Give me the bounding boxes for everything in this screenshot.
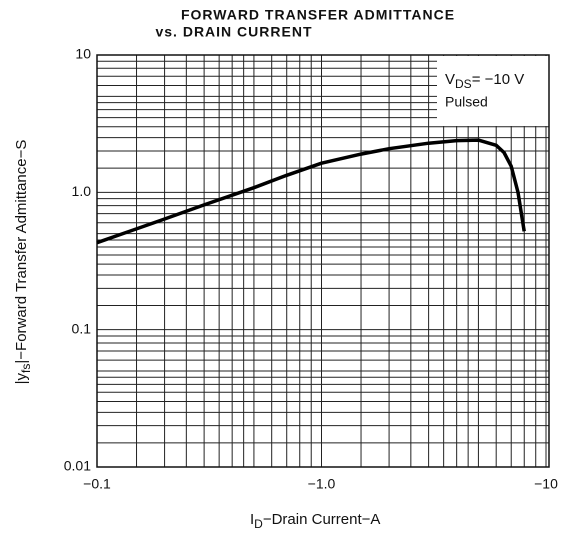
- annotation-box: [437, 56, 550, 126]
- annotation-part: V: [445, 71, 455, 88]
- x-tick-label: −10: [534, 476, 558, 492]
- data-line: [96, 138, 526, 245]
- y-tick-label: 1.0: [72, 183, 92, 199]
- annotation: Pulsed: [445, 94, 488, 110]
- annotation-sub: DS: [455, 77, 472, 91]
- y-tick-label: 0.01: [64, 458, 91, 474]
- y-label-part: |y: [13, 372, 30, 384]
- y-axis-label: |yfs|−Forward Transfer Admittance−S: [13, 140, 33, 385]
- y-tick-label: 0.1: [72, 320, 92, 336]
- y-label-sub: fs: [19, 364, 33, 373]
- x-tick-label: −1.0: [308, 476, 336, 492]
- x-label-part: I: [250, 511, 254, 528]
- x-label-sub: D: [254, 517, 263, 531]
- annotation-part: = −10 V: [472, 71, 525, 88]
- y-label-part: |−Forward Transfer Admittance−S: [13, 140, 30, 364]
- y-tick-label: 10: [75, 46, 91, 62]
- x-axis-label: ID−Drain Current−A: [250, 511, 380, 531]
- chart-title: FORWARD TRANSFER ADMITTANCE: [181, 7, 455, 23]
- grid: [96, 54, 549, 468]
- annotation: VDS= −10 V: [445, 71, 524, 91]
- x-label-part: −Drain Current−A: [263, 511, 381, 528]
- x-tick-label: −0.1: [83, 476, 111, 492]
- chart-title: vs. DRAIN CURRENT: [155, 24, 312, 40]
- plot-frame: [96, 54, 550, 468]
